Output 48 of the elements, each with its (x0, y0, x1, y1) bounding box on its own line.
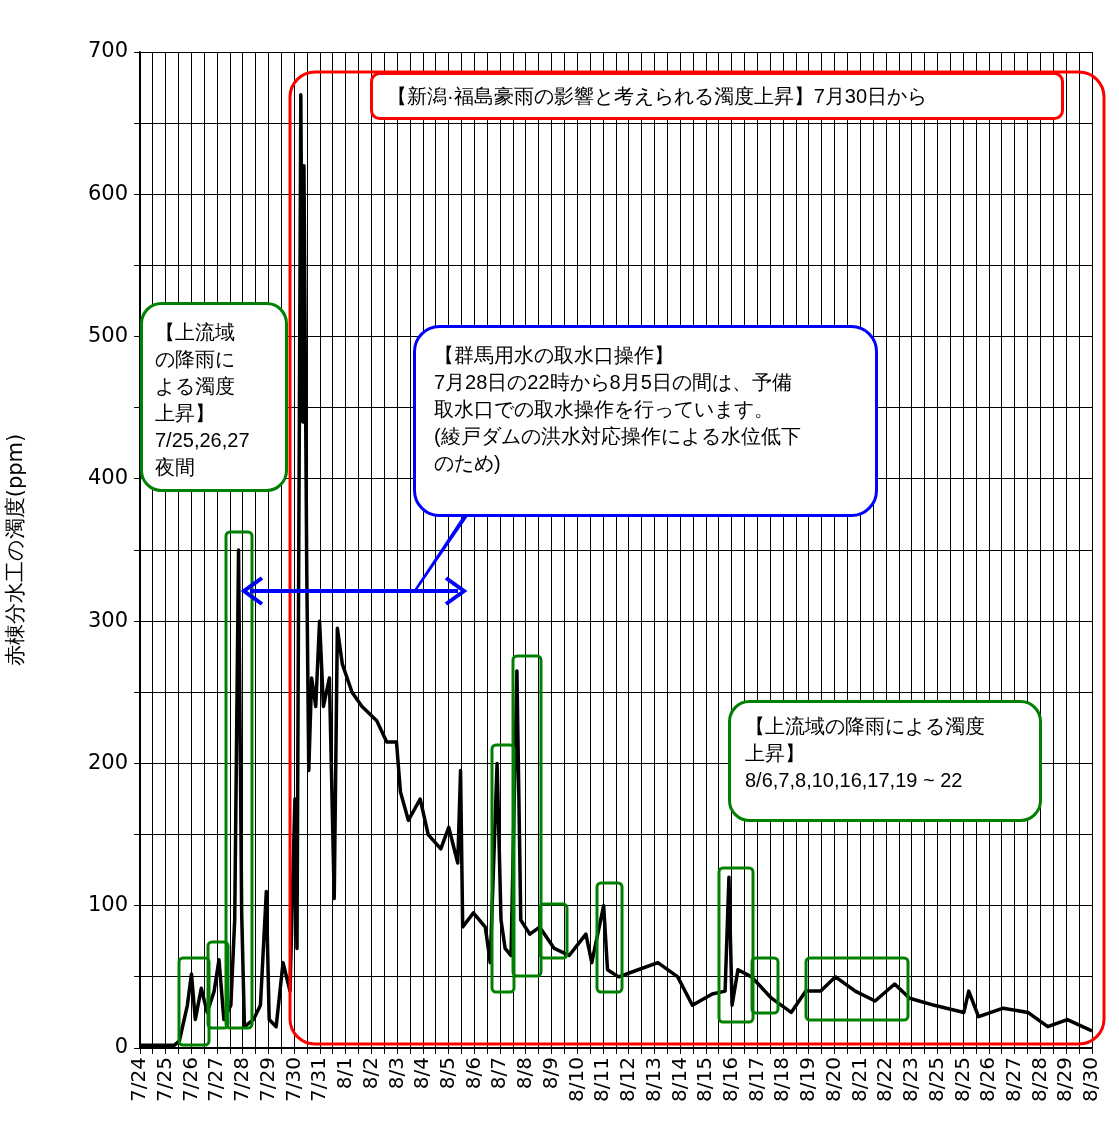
y-tick-label: 400 (87, 465, 128, 490)
x-tick-label: 8/9 (537, 1057, 562, 1090)
x-tick-label: 8/18 (769, 1057, 794, 1102)
x-tick-label: 8/29 (1052, 1057, 1077, 1102)
x-tick-label: 8/13 (640, 1057, 665, 1102)
x-tick-label: 8/30 (1078, 1057, 1103, 1102)
x-tick-label: 7/28 (229, 1057, 254, 1102)
x-tick-label: 8/20 (820, 1057, 845, 1102)
x-tick-label: 8/25 (923, 1057, 948, 1102)
y-tick-label: 100 (87, 892, 128, 917)
x-tick-label: 8/27 (1001, 1057, 1026, 1102)
x-tick-label: 7/25 (151, 1057, 176, 1102)
x-tick-label: 7/26 (177, 1057, 202, 1102)
x-tick-label: 8/11 (589, 1057, 614, 1102)
y-tick-label: 500 (87, 323, 128, 348)
x-tick-label: 7/31 (306, 1057, 331, 1102)
x-tick-label: 8/6 (460, 1057, 485, 1090)
annotation: 【群馬用水の取水口操作】 7月28日の22時から8月5日の間は、予備取水口での取水操作を行っています。 (綾戸ダムの洪水対応操作による水位低下のため) (413, 325, 878, 517)
x-tick-label: 8/12 (615, 1057, 640, 1102)
x-tick-label: 8/4 (409, 1057, 434, 1090)
y-axis-title: 赤棟分水工の濁度(ppm) (3, 433, 28, 667)
x-tick-label: 8/17 (743, 1057, 768, 1102)
x-tick-label: 7/24 (126, 1057, 151, 1102)
y-tick-label: 200 (87, 749, 128, 774)
x-tick-label: 8/10 (563, 1057, 588, 1102)
x-tick-label: 7/27 (203, 1057, 228, 1102)
x-tick-label: 8/16 (717, 1057, 742, 1102)
x-tick-label: 8/28 (1026, 1057, 1051, 1102)
x-tick-label: 8/2 (357, 1057, 382, 1090)
y-tick-label: 600 (87, 180, 128, 205)
y-tick-label: 0 (114, 1034, 128, 1059)
y-tick-label: 300 (87, 607, 128, 632)
x-tick-label: 8/23 (898, 1057, 923, 1102)
x-tick-label: 8/21 (846, 1057, 871, 1102)
x-tick-label: 8/1 (332, 1057, 357, 1090)
x-tick-label: 8/15 (692, 1057, 717, 1102)
x-tick-label: 8/14 (666, 1057, 691, 1102)
x-tick-label: 8/26 (975, 1057, 1000, 1102)
x-tick-label: 8/25 (949, 1057, 974, 1102)
x-tick-label: 8/7 (486, 1057, 511, 1090)
x-tick-label: 8/8 (512, 1057, 537, 1090)
x-tick-label: 7/29 (254, 1057, 279, 1102)
x-tick-label: 8/5 (434, 1057, 459, 1090)
x-tick-label: 8/19 (795, 1057, 820, 1102)
y-tick-label: 700 (87, 38, 128, 63)
x-tick-label: 8/3 (383, 1057, 408, 1090)
x-tick-label: 8/22 (872, 1057, 897, 1102)
x-tick-label: 7/30 (280, 1057, 305, 1102)
